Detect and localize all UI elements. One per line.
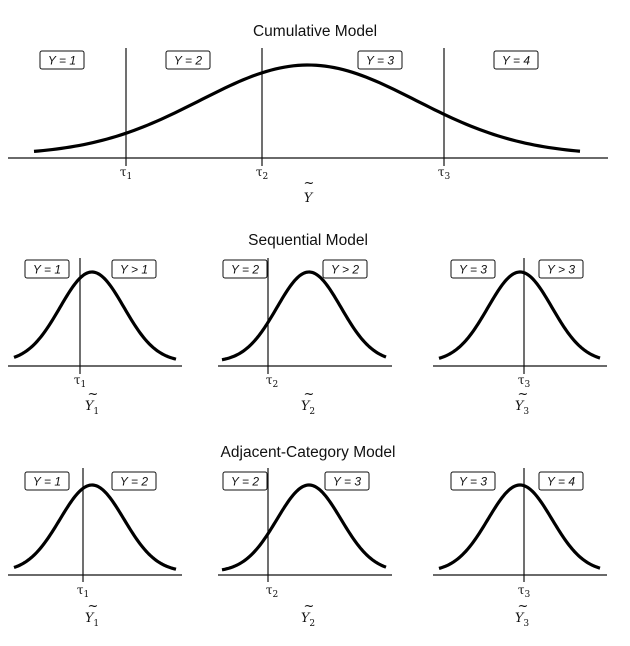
subpanel-x-label: ~ Y2 xyxy=(301,599,315,629)
subpanel-x-label: ~ Y3 xyxy=(515,599,530,629)
sequential-subpanel-3: Y = 3 Y > 3 τ3 ~ Y3 xyxy=(433,258,607,417)
threshold-label-tau1: τ1 xyxy=(120,165,132,182)
subpanel-density-curve xyxy=(221,483,387,572)
cumulative-model-panel: Cumulative Model Y = 1 Y = 2 Y = 3 Y = 4… xyxy=(8,23,608,206)
left-category-box: Y = 2 xyxy=(222,259,268,279)
category-box-y2: Y = 2 xyxy=(165,50,211,70)
tilde-mark: ~ xyxy=(88,387,99,402)
right-category-box: Y = 3 xyxy=(324,471,370,491)
category-box-y1: Y = 1 xyxy=(39,50,85,70)
category-label: Y = 1 xyxy=(33,263,61,277)
threshold-label: τ2 xyxy=(266,583,278,600)
left-category-box: Y = 1 xyxy=(24,259,70,279)
category-label: Y > 1 xyxy=(120,263,148,277)
right-category-box: Y > 2 xyxy=(322,259,368,279)
category-label: Y = 4 xyxy=(547,475,575,489)
subpanel-density-curve xyxy=(438,270,601,360)
category-label: Y = 1 xyxy=(48,54,76,68)
latent-variable-symbol: Y3 xyxy=(515,399,530,417)
subpanel-x-label: ~ Y2 xyxy=(301,387,315,417)
category-label: Y > 3 xyxy=(547,263,575,277)
subpanel-density-curve xyxy=(13,270,177,361)
threshold-label: τ2 xyxy=(266,373,278,390)
adjacent-subpanel-3: Y = 3 Y = 4 τ3 ~ Y3 xyxy=(433,468,607,629)
left-category-box: Y = 2 xyxy=(222,471,268,491)
tilde-mark: ~ xyxy=(304,176,315,191)
category-label: Y = 2 xyxy=(231,475,259,489)
left-category-box: Y = 3 xyxy=(450,471,496,491)
sequential-subpanel-2: Y = 2 Y > 2 τ2 ~ Y2 xyxy=(218,258,392,417)
tilde-mark: ~ xyxy=(518,599,529,614)
subpanel-density-curve xyxy=(221,270,387,362)
left-category-box: Y = 1 xyxy=(24,471,70,491)
cumulative-latent-density-curve xyxy=(33,63,581,153)
right-category-box: Y = 4 xyxy=(538,471,584,491)
sequential-subpanel-1: Y = 1 Y > 1 τ1 ~ Y1 xyxy=(8,258,182,417)
category-box-y4: Y = 4 xyxy=(493,50,539,70)
subpanel-x-label: ~ Y1 xyxy=(85,387,99,417)
category-label: Y = 4 xyxy=(502,54,530,68)
adjacent-category-model-panel: Adjacent-Category Model Y = 1 Y = 2 τ1 ~… xyxy=(8,444,607,629)
tilde-mark: ~ xyxy=(304,599,315,614)
adjacent-subpanel-1: Y = 1 Y = 2 τ1 ~ Y1 xyxy=(8,468,182,629)
tilde-mark: ~ xyxy=(304,387,315,402)
category-label: Y = 2 xyxy=(231,263,259,277)
category-label: Y = 2 xyxy=(174,54,202,68)
threshold-label: τ3 xyxy=(518,373,531,390)
adjacent-subpanel-2: Y = 2 Y = 3 τ2 ~ Y2 xyxy=(218,468,392,629)
threshold-label-tau2: τ2 xyxy=(256,165,268,182)
cumulative-x-label: ~ Y xyxy=(304,176,315,206)
adjacent-category-model-title: Adjacent-Category Model xyxy=(221,444,396,461)
left-category-box: Y = 3 xyxy=(450,259,496,279)
cumulative-model-title: Cumulative Model xyxy=(253,23,377,40)
category-label: Y = 3 xyxy=(366,54,394,68)
latent-variable-symbol: Y3 xyxy=(515,611,530,629)
latent-variable-symbol: Y2 xyxy=(301,611,315,629)
sequential-model-panel: Sequential Model Y = 1 Y > 1 τ1 ~ Y1 xyxy=(8,232,607,417)
subpanel-x-label: ~ Y3 xyxy=(515,387,530,417)
category-label: Y = 1 xyxy=(33,475,61,489)
latent-variable-symbol: Y1 xyxy=(85,399,99,417)
latent-variable-symbol: Y xyxy=(304,191,314,206)
tilde-mark: ~ xyxy=(518,387,529,402)
threshold-label: τ1 xyxy=(74,373,86,390)
category-label: Y = 3 xyxy=(459,263,487,277)
subpanel-x-label: ~ Y1 xyxy=(85,599,99,629)
sequential-model-title: Sequential Model xyxy=(248,232,368,249)
category-label: Y = 3 xyxy=(459,475,487,489)
tilde-mark: ~ xyxy=(88,599,99,614)
threshold-label-tau3: τ3 xyxy=(438,165,451,182)
category-label: Y = 2 xyxy=(120,475,148,489)
threshold-label: τ1 xyxy=(77,583,89,600)
category-label: Y = 3 xyxy=(333,475,361,489)
category-box-y3: Y = 3 xyxy=(357,50,403,70)
subpanel-density-curve xyxy=(13,483,177,571)
threshold-label: τ3 xyxy=(518,583,531,600)
right-category-box: Y > 1 xyxy=(111,259,157,279)
latent-variable-symbol: Y1 xyxy=(85,611,99,629)
right-category-box: Y = 2 xyxy=(111,471,157,491)
right-category-box: Y > 3 xyxy=(538,259,584,279)
category-label: Y > 2 xyxy=(331,263,359,277)
latent-variable-symbol: Y2 xyxy=(301,399,315,417)
subpanel-density-curve xyxy=(438,483,601,571)
